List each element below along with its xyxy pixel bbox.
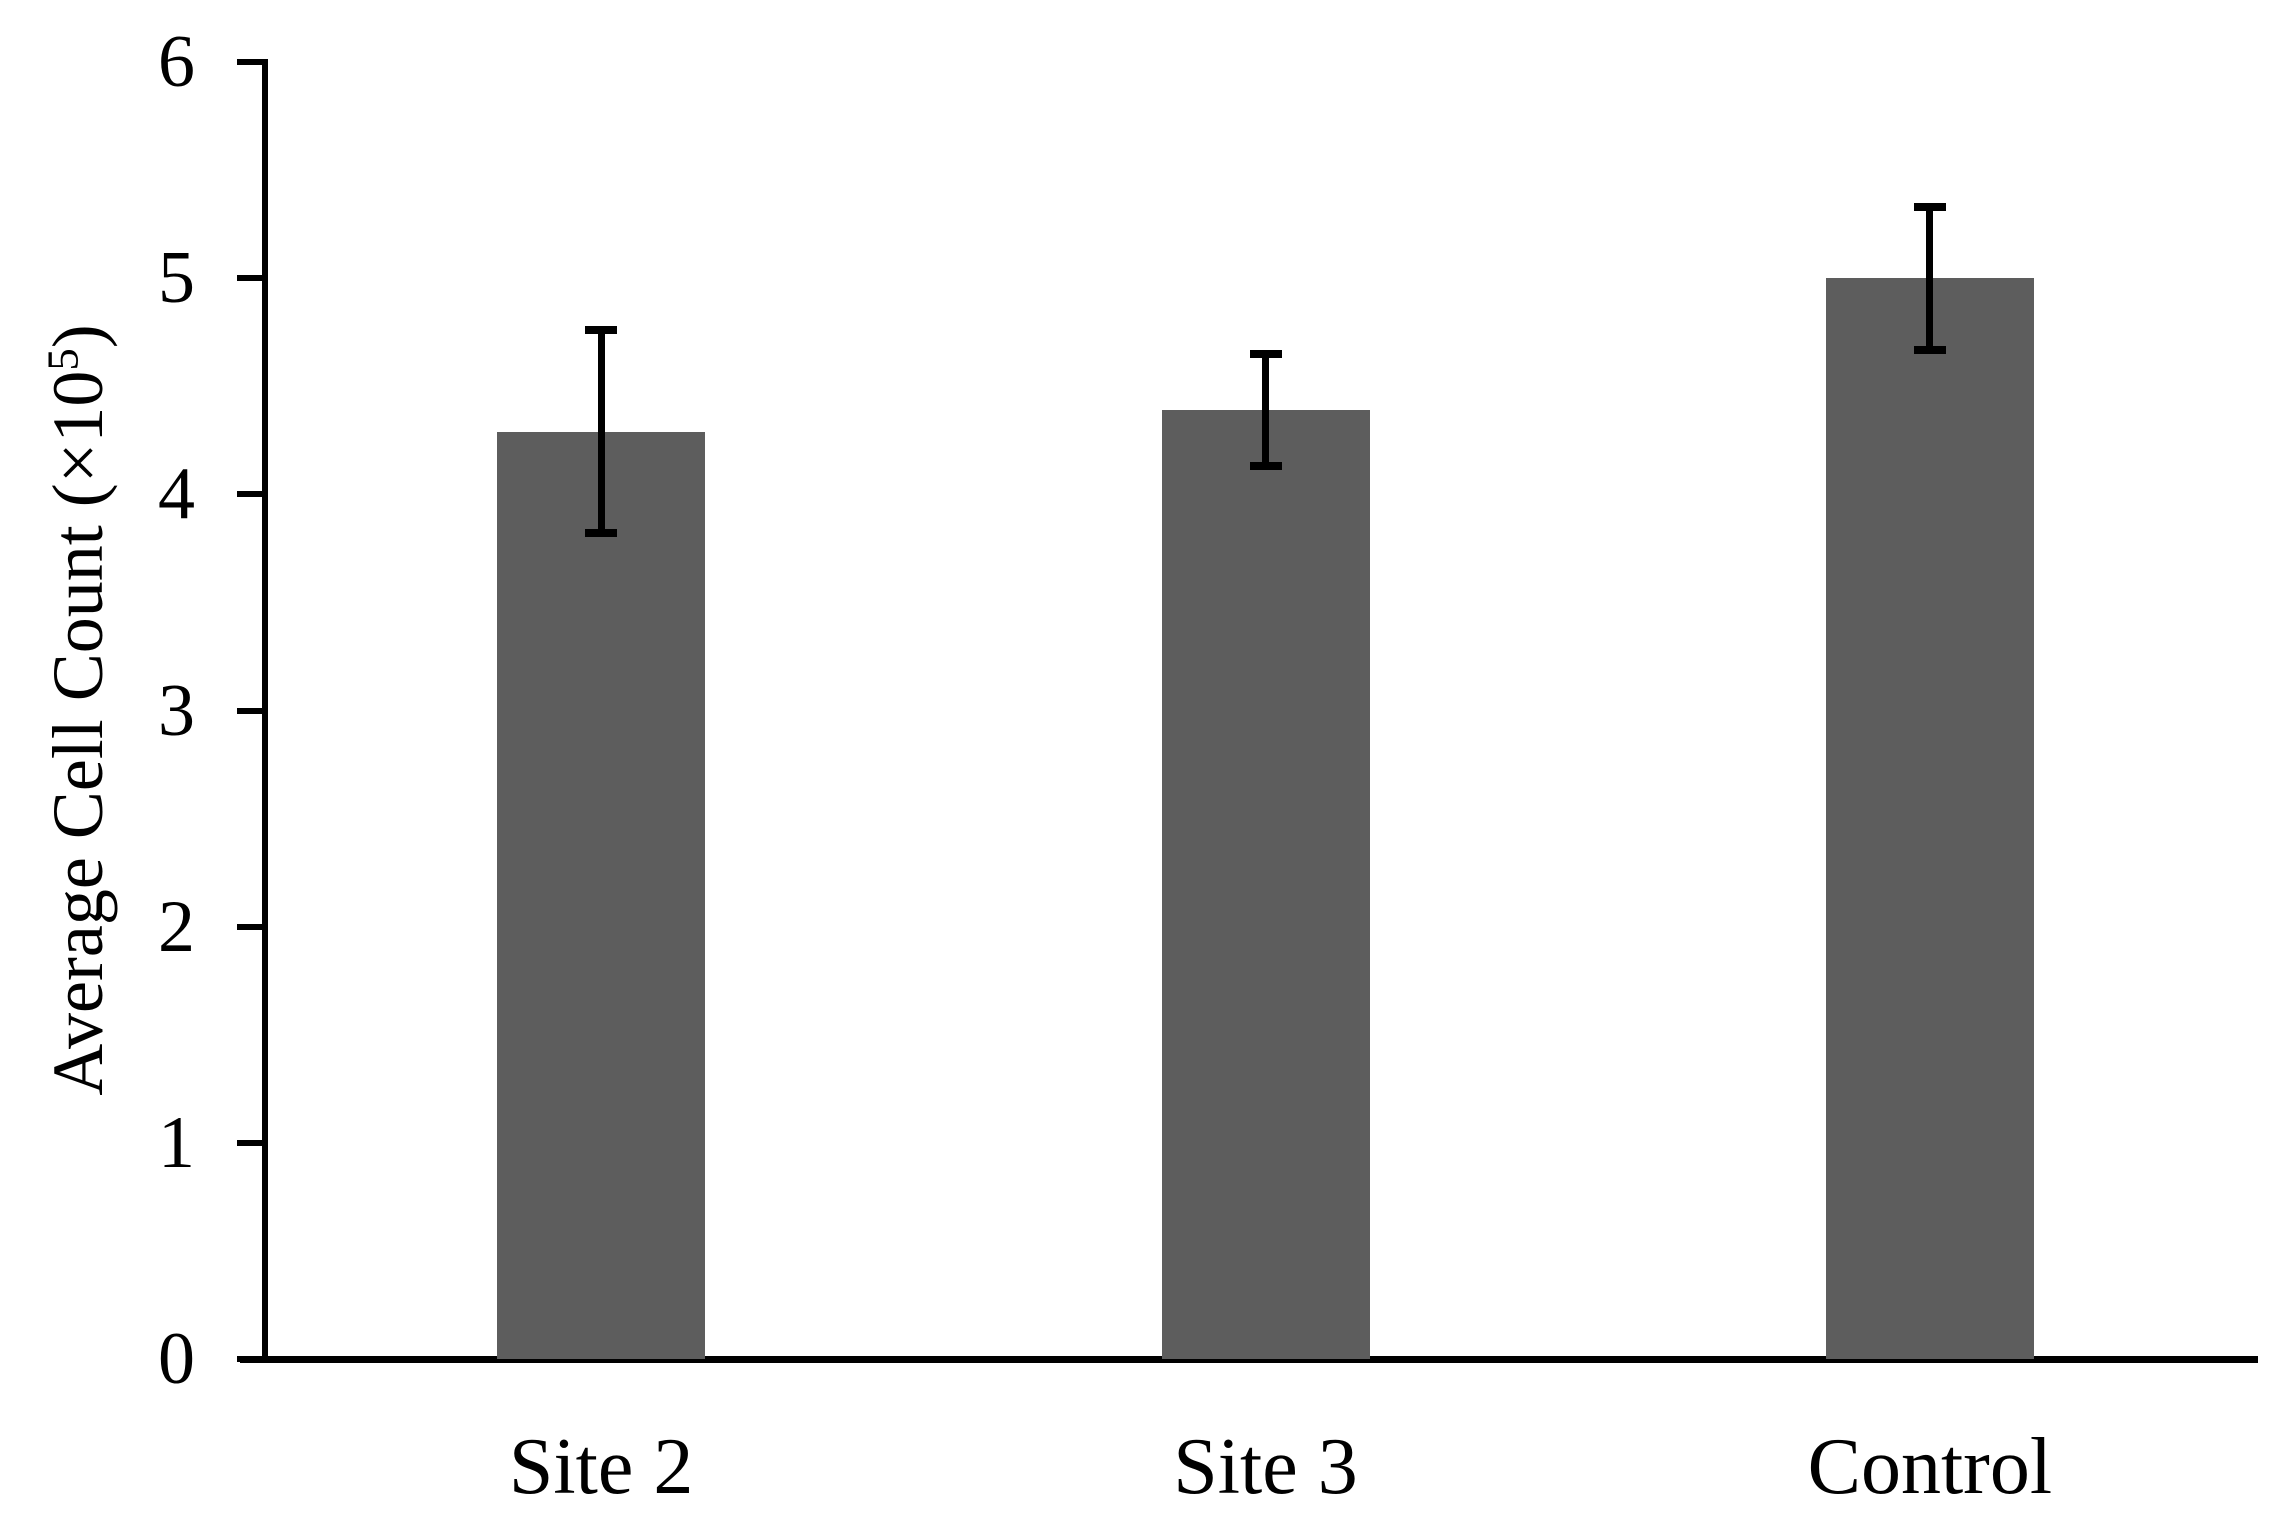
bar <box>497 431 706 1359</box>
x-category-label: Site 2 <box>508 1423 694 1511</box>
error-bar-cap-top <box>585 326 618 335</box>
x-category-label: Control <box>1807 1423 2053 1511</box>
y-tick-mark <box>237 491 268 498</box>
error-bar-cap-bottom <box>585 529 618 538</box>
error-bar-line <box>1926 206 1934 350</box>
y-tick-label: 2 <box>158 885 195 968</box>
error-bar-line <box>597 330 605 534</box>
y-axis-title-close-paren: ) <box>38 324 118 349</box>
y-tick-mark <box>237 275 268 282</box>
y-axis-title-superscript: 5 <box>37 348 88 371</box>
x-category-label: Site 3 <box>1173 1423 1358 1511</box>
y-tick-label: 0 <box>158 1318 195 1400</box>
error-bar-line <box>1262 353 1269 467</box>
y-tick-mark <box>237 1356 268 1362</box>
bar <box>1825 278 2034 1359</box>
error-bar-cap-top <box>1913 202 1946 211</box>
y-tick-mark <box>237 923 268 930</box>
error-bar-cap-bottom <box>1249 462 1282 471</box>
y-tick-mark <box>237 707 268 714</box>
y-tick-label: 6 <box>158 21 195 103</box>
y-tick-label: 4 <box>158 453 195 536</box>
y-tick-label: 1 <box>158 1101 195 1184</box>
y-tick-label: 3 <box>158 669 195 752</box>
y-tick-mark <box>237 59 268 65</box>
x-axis-line <box>240 1356 2258 1363</box>
y-tick-label: 5 <box>158 237 195 320</box>
y-tick-mark <box>237 1139 268 1146</box>
error-bar-cap-top <box>1249 349 1282 358</box>
bar <box>1161 410 1370 1359</box>
error-bar-cap-bottom <box>1913 345 1946 354</box>
